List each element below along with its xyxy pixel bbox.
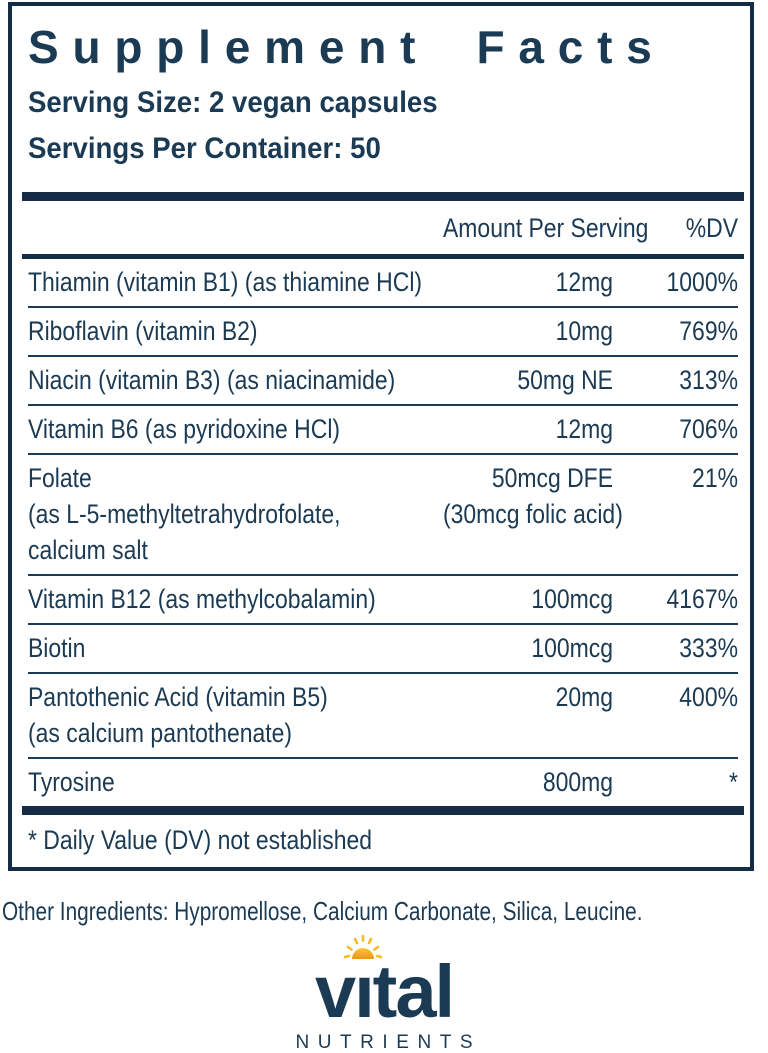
divider-header [22,253,744,259]
table-header-row: Amount Per Serving %DV [28,201,738,254]
servings-per-container: Servings Per Container: 50 [28,132,381,166]
brand-subtext: NUTRIENTS [295,1031,482,1053]
brand-logo: v ıtal NUTRIENTS [0,934,768,1053]
supplement-row: Vitamin B6 (as pyridoxine HCl) 12mg 706% [28,406,738,455]
daily-value-footnote: * Daily Value (DV) not established [28,824,372,855]
supplement-row: Tyrosine 800mg * [28,766,738,797]
supplement-row: Vitamin B12 (as methylcobalamin) 100mcg … [28,576,738,625]
supplement-facts-panel: Supplement Facts Serving Size: 2 vegan c… [8,2,754,871]
divider-thick-bottom [22,805,744,815]
brand-wordmark: v ıtal [315,934,455,1029]
panel-title: Supplement Facts [28,21,666,73]
column-header-dv: %DV [685,212,738,243]
supplement-row: Riboflavin (vitamin B2) 10mg 769% [28,308,738,357]
supplement-row: Thiamin (vitamin B1) (as thiamine HCl) 1… [28,259,738,308]
supplement-row: Biotin 100mcg 333% [28,625,738,674]
supplement-row: Niacin (vitamin B3) (as niacinamide) 50m… [28,357,738,406]
other-ingredients: Other Ingredients: Hypromellose, Calcium… [2,895,643,926]
serving-size: Serving Size: 2 vegan capsules [28,85,438,119]
sun-icon [344,934,383,959]
supplement-row: Pantothenic Acid (vitamin B5) (as calciu… [28,674,738,759]
supplement-row: Folate (as L-5-methyltetrahydrofolate, c… [28,455,738,576]
divider-thick-top [22,191,744,201]
column-header-amount: Amount Per Serving [443,212,649,243]
